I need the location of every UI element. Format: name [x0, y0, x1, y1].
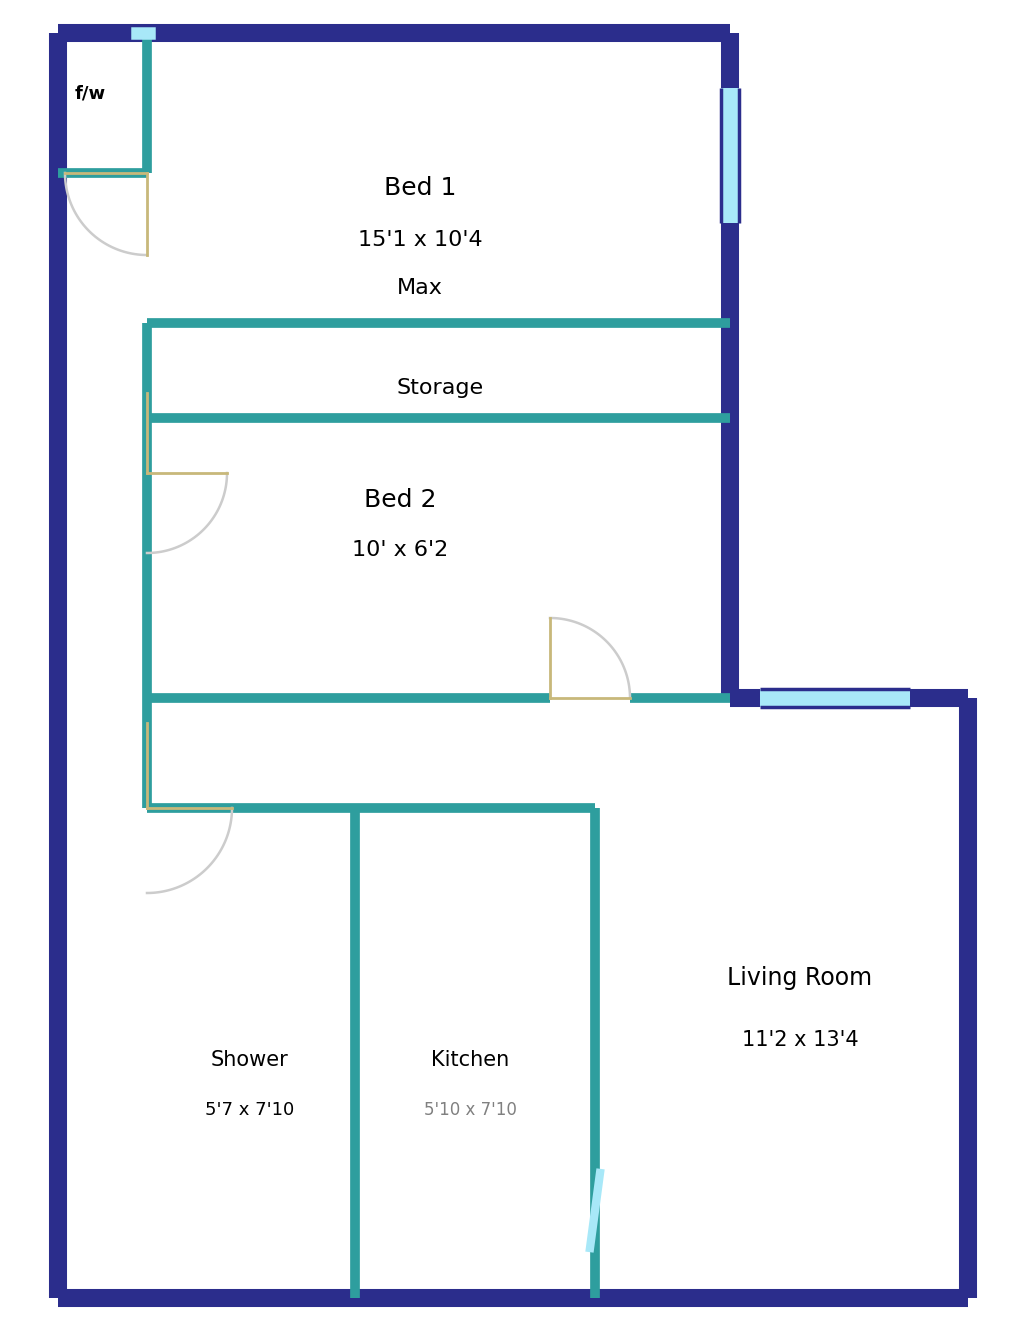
- Text: Bed 2: Bed 2: [364, 488, 436, 512]
- Text: 5'10 x 7'10: 5'10 x 7'10: [424, 1101, 516, 1119]
- Bar: [760, 689, 910, 706]
- Text: 15'1 x 10'4: 15'1 x 10'4: [357, 230, 482, 250]
- Text: Kitchen: Kitchen: [431, 1050, 509, 1070]
- Text: Max: Max: [397, 278, 443, 298]
- Text: 10' x 6'2: 10' x 6'2: [352, 541, 449, 561]
- Text: Bed 1: Bed 1: [384, 177, 456, 199]
- Text: Shower: Shower: [211, 1050, 289, 1070]
- Text: 5'7 x 7'10: 5'7 x 7'10: [206, 1101, 295, 1119]
- Text: 11'2 x 13'4: 11'2 x 13'4: [741, 1030, 858, 1050]
- Bar: [721, 88, 739, 223]
- Text: Living Room: Living Room: [727, 966, 872, 990]
- Text: f/w: f/w: [75, 84, 105, 102]
- Text: Storage: Storage: [396, 379, 483, 397]
